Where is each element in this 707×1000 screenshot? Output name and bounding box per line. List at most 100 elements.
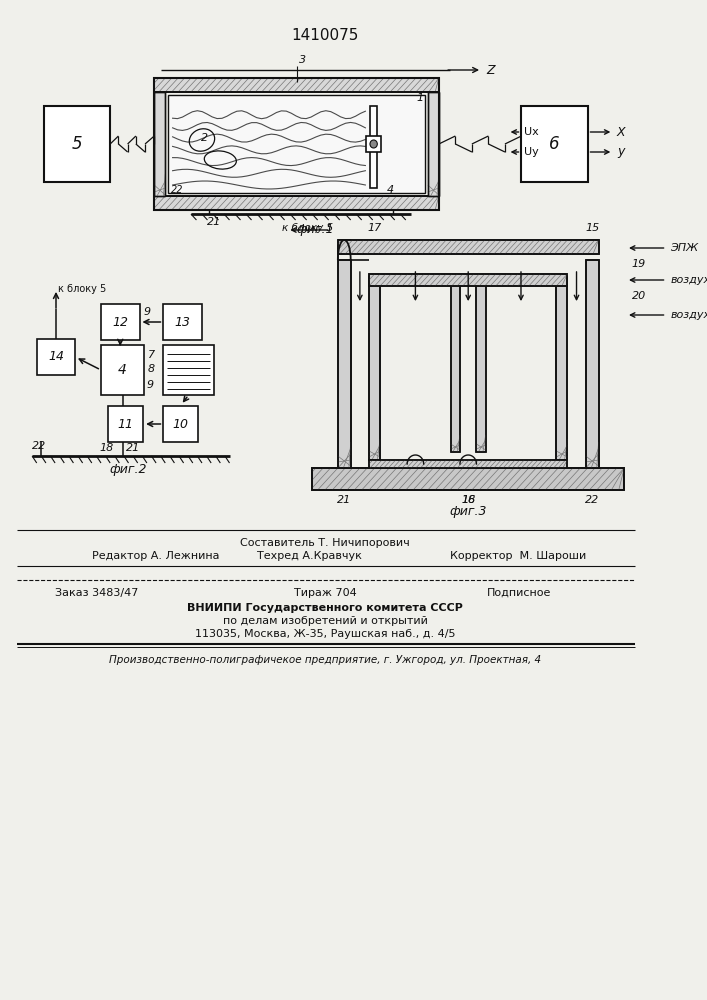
Bar xyxy=(369,274,567,286)
Bar xyxy=(370,106,378,188)
Text: 18: 18 xyxy=(461,495,475,505)
Text: X: X xyxy=(617,125,626,138)
Bar xyxy=(428,92,439,196)
Bar xyxy=(101,304,139,340)
Bar xyxy=(477,284,486,452)
Bar xyxy=(369,460,567,468)
Bar xyxy=(154,78,439,92)
Bar xyxy=(369,277,380,460)
Text: ЭПЖ: ЭПЖ xyxy=(670,243,699,253)
Text: 15: 15 xyxy=(585,223,600,233)
Bar xyxy=(428,92,439,196)
Text: 8: 8 xyxy=(148,364,155,374)
Text: 16: 16 xyxy=(461,495,475,505)
Text: Редактор А. Лежнина: Редактор А. Лежнина xyxy=(92,551,219,561)
Text: 1: 1 xyxy=(417,93,424,103)
Bar xyxy=(154,92,165,196)
Text: ВНИИПИ Государственного комитета СССР: ВНИИПИ Государственного комитета СССР xyxy=(187,603,463,613)
Text: 1410075: 1410075 xyxy=(291,27,358,42)
Bar xyxy=(585,260,599,468)
Text: 18: 18 xyxy=(99,443,113,453)
Text: 13: 13 xyxy=(175,316,191,328)
Bar xyxy=(369,277,380,460)
Text: 11: 11 xyxy=(118,418,134,430)
Text: 14: 14 xyxy=(48,351,64,363)
Bar xyxy=(163,345,214,395)
Text: 20: 20 xyxy=(631,291,646,301)
Text: 4: 4 xyxy=(387,185,394,195)
Text: Корректор  М. Шароши: Корректор М. Шароши xyxy=(450,551,586,561)
Text: Подписное: Подписное xyxy=(486,588,551,598)
Bar xyxy=(522,106,588,182)
Text: Производственно-полиграфичекое предприятие, г. Ужгород, ул. Проектная, 4: Производственно-полиграфичекое предприят… xyxy=(109,655,541,665)
Text: фиг.3: фиг.3 xyxy=(450,506,487,518)
Text: 113035, Москва, Ж-35, Раушская наб., д. 4/5: 113035, Москва, Ж-35, Раушская наб., д. … xyxy=(194,629,455,639)
Bar xyxy=(163,406,198,442)
Text: 12: 12 xyxy=(112,316,128,328)
Bar xyxy=(44,106,110,182)
Text: 22: 22 xyxy=(585,495,600,505)
Text: 17: 17 xyxy=(368,223,382,233)
Bar xyxy=(338,240,599,254)
Text: 4: 4 xyxy=(118,363,127,377)
Text: y: y xyxy=(617,145,624,158)
Bar xyxy=(585,260,599,468)
Text: Техред А.Кравчук: Техред А.Кравчук xyxy=(257,551,362,561)
Bar xyxy=(369,277,380,460)
Text: 9: 9 xyxy=(147,380,154,390)
Bar xyxy=(366,136,381,152)
Bar xyxy=(369,460,567,468)
Text: 7: 7 xyxy=(148,350,155,360)
Bar xyxy=(585,260,599,468)
Bar xyxy=(338,240,599,254)
Bar xyxy=(154,196,439,210)
Text: Uу: Uу xyxy=(524,147,539,157)
Bar xyxy=(338,260,351,468)
Bar xyxy=(154,78,439,92)
Text: 22: 22 xyxy=(171,185,183,195)
Text: 6: 6 xyxy=(549,135,560,153)
Bar xyxy=(451,284,460,452)
Bar xyxy=(477,284,486,452)
Text: Uх: Uх xyxy=(524,127,539,137)
Circle shape xyxy=(370,140,378,148)
Text: 19: 19 xyxy=(631,259,646,269)
Text: 2: 2 xyxy=(201,133,209,143)
Text: 10: 10 xyxy=(173,418,189,430)
Bar xyxy=(154,78,439,210)
Text: к блоку 5: к блоку 5 xyxy=(58,284,106,294)
Bar xyxy=(369,460,567,468)
Text: 21: 21 xyxy=(127,443,141,453)
Text: воздух: воздух xyxy=(670,310,707,320)
Text: 5: 5 xyxy=(72,135,83,153)
Bar xyxy=(369,274,567,286)
Text: Заказ 3483/47: Заказ 3483/47 xyxy=(55,588,139,598)
Bar xyxy=(37,339,75,375)
Bar xyxy=(556,277,567,460)
Bar xyxy=(154,196,439,210)
Bar xyxy=(312,468,624,490)
Bar xyxy=(108,406,144,442)
Bar xyxy=(154,78,439,92)
Text: 22: 22 xyxy=(32,441,47,451)
Text: 21: 21 xyxy=(206,217,221,227)
Bar xyxy=(338,240,599,254)
Text: фиг.1: фиг.1 xyxy=(296,224,334,236)
Text: к блоку 5: к блоку 5 xyxy=(282,223,333,233)
Text: Составитель Т. Ничипорович: Составитель Т. Ничипорович xyxy=(240,538,410,548)
Bar xyxy=(168,95,425,193)
Bar xyxy=(451,284,460,452)
Bar xyxy=(154,92,165,196)
Text: фиг.2: фиг.2 xyxy=(110,464,147,477)
Bar xyxy=(312,468,624,490)
Text: Z: Z xyxy=(486,64,495,77)
Bar xyxy=(556,277,567,460)
Text: 9: 9 xyxy=(144,307,151,317)
Bar xyxy=(556,277,567,460)
Text: 3: 3 xyxy=(299,55,306,65)
Bar xyxy=(338,260,351,468)
Text: воздух: воздух xyxy=(670,275,707,285)
Bar xyxy=(428,92,439,196)
Bar xyxy=(338,260,351,468)
Bar xyxy=(312,468,624,490)
